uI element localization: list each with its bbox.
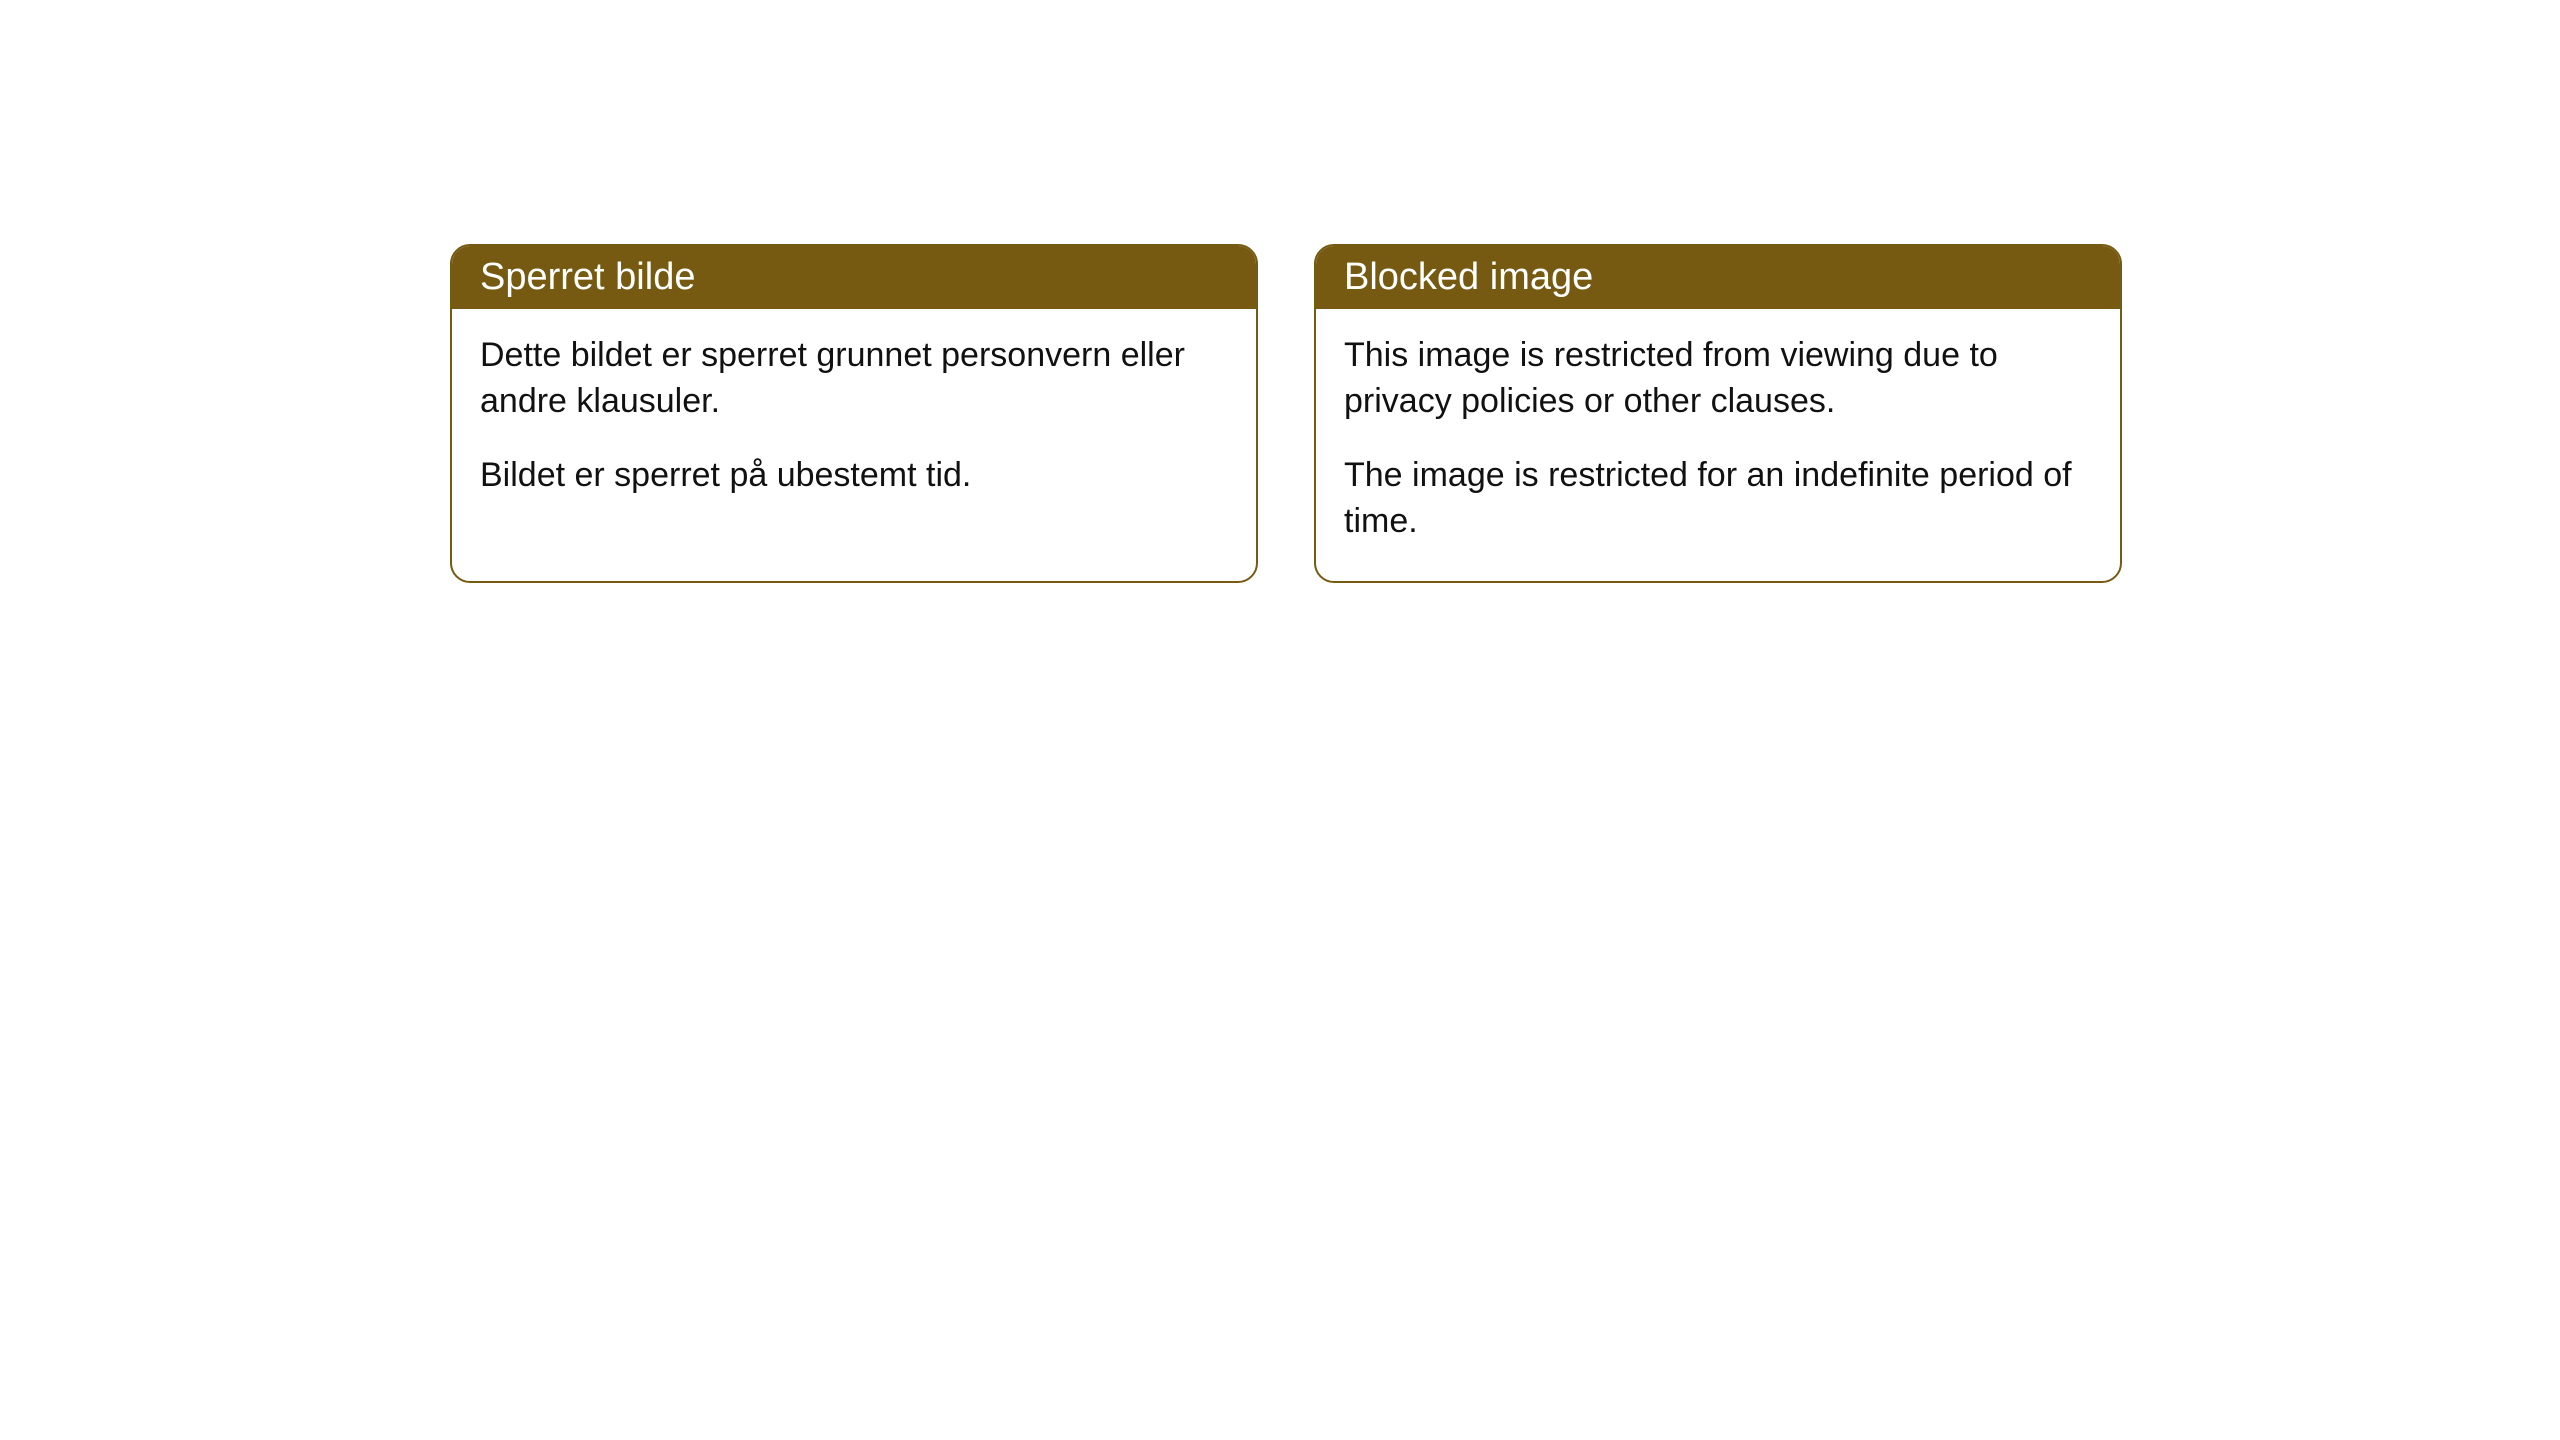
notice-card-english: Blocked image This image is restricted f… bbox=[1314, 244, 2122, 583]
card-paragraph: Dette bildet er sperret grunnet personve… bbox=[480, 333, 1228, 425]
notice-container: Sperret bilde Dette bildet er sperret gr… bbox=[450, 244, 2122, 583]
card-paragraph: This image is restricted from viewing du… bbox=[1344, 333, 2092, 425]
card-paragraph: The image is restricted for an indefinit… bbox=[1344, 453, 2092, 545]
card-header: Blocked image bbox=[1316, 246, 2120, 309]
card-header: Sperret bilde bbox=[452, 246, 1256, 309]
card-title: Sperret bilde bbox=[480, 256, 695, 298]
card-body: This image is restricted from viewing du… bbox=[1316, 309, 2120, 581]
card-body: Dette bildet er sperret grunnet personve… bbox=[452, 309, 1256, 535]
notice-card-norwegian: Sperret bilde Dette bildet er sperret gr… bbox=[450, 244, 1258, 583]
card-title: Blocked image bbox=[1344, 256, 1593, 298]
card-paragraph: Bildet er sperret på ubestemt tid. bbox=[480, 453, 1228, 499]
